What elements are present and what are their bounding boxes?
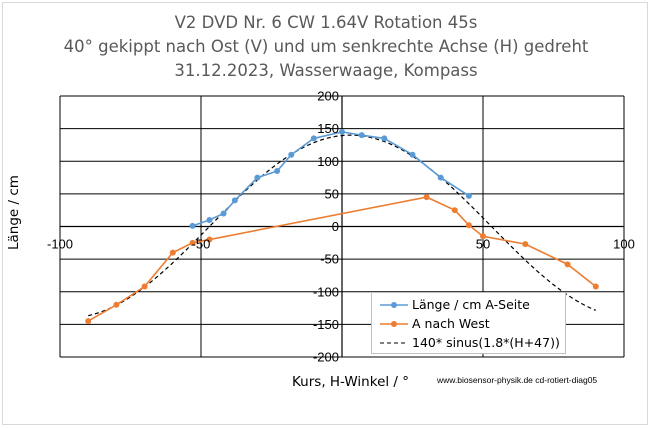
chart-title-line-3: 31.12.2023, Wasserwaage, Kompass xyxy=(174,61,478,80)
x-axis-label: Kurs, H-Winkel / ° xyxy=(292,374,410,390)
y-tick-label: 150 xyxy=(317,121,339,136)
legend-label-sinus: 140* sinus(1.8*(H+47)) xyxy=(412,335,560,350)
data-point-a-seite xyxy=(189,222,196,229)
data-point-a-west xyxy=(592,283,599,290)
legend-swatch-sinus xyxy=(380,342,408,344)
data-point-a-west xyxy=(423,194,430,201)
data-point-a-west xyxy=(206,236,213,243)
data-point-a-west xyxy=(113,301,120,308)
legend-swatch-a-seite xyxy=(380,302,408,308)
y-tick-label: -100 xyxy=(313,284,339,299)
data-point-a-seite xyxy=(231,197,238,204)
series-line-sinus xyxy=(88,134,597,317)
data-point-a-west xyxy=(189,239,196,246)
data-point-a-west xyxy=(451,207,458,214)
data-point-a-seite xyxy=(220,210,227,217)
y-tick-label: 0 xyxy=(332,219,339,234)
x-tick-label: -100 xyxy=(47,237,73,252)
data-point-a-seite xyxy=(310,135,317,142)
data-point-a-west xyxy=(141,283,148,290)
data-point-a-seite xyxy=(274,168,281,175)
y-tick-label: -50 xyxy=(320,252,339,267)
y-tick-label: 50 xyxy=(325,186,339,201)
data-point-a-west xyxy=(465,222,472,229)
data-point-a-west xyxy=(85,318,92,325)
legend-swatch-a-west xyxy=(380,321,408,327)
legend-label-a-seite: Länge / cm A-Seite xyxy=(412,297,530,312)
legend-entry-a-seite: Länge / cm A-Seite xyxy=(378,296,564,314)
x-tick-label: 50 xyxy=(476,237,490,252)
legend-entry-a-west: A nach West xyxy=(378,315,564,333)
data-point-a-west xyxy=(169,249,176,256)
y-tick-label: -200 xyxy=(313,350,339,365)
legend-label-a-west: A nach West xyxy=(412,316,490,331)
data-point-a-west xyxy=(564,261,571,268)
chart-title-line-1: V2 DVD Nr. 6 CW 1.64V Rotation 45s xyxy=(174,13,478,32)
y-tick-label: -150 xyxy=(313,317,339,332)
data-point-a-seite xyxy=(206,216,213,223)
y-tick-label: 200 xyxy=(317,89,339,104)
legend-entry-sinus: 140* sinus(1.8*(H+47)) xyxy=(378,334,564,352)
data-point-a-seite xyxy=(288,151,295,158)
series-line-a-seite xyxy=(192,131,470,227)
y-axis-label: Länge / cm xyxy=(6,175,22,250)
data-point-a-west xyxy=(480,233,486,240)
chart-frame xyxy=(2,2,648,425)
x-tick-label: 100 xyxy=(613,237,635,252)
data-point-a-seite xyxy=(437,174,444,181)
data-point-a-seite xyxy=(358,132,365,139)
data-point-a-west xyxy=(522,241,529,248)
chart-title-line-2: 40° gekippt nach Ost (V) und um senkrech… xyxy=(63,37,589,56)
data-point-a-seite xyxy=(254,174,261,181)
y-tick-label: 100 xyxy=(317,154,339,169)
data-point-a-seite xyxy=(465,192,472,199)
data-point-a-seite xyxy=(409,151,416,158)
data-point-a-seite xyxy=(339,128,345,135)
chart-legend: Länge / cm A-Seite A nach West 140* sinu… xyxy=(371,292,566,354)
data-point-a-seite xyxy=(381,135,388,142)
x-tick-label: -50 xyxy=(192,237,211,252)
credit-text: www.biosensor-physik.de cd-rotiert-diag0… xyxy=(437,375,598,385)
